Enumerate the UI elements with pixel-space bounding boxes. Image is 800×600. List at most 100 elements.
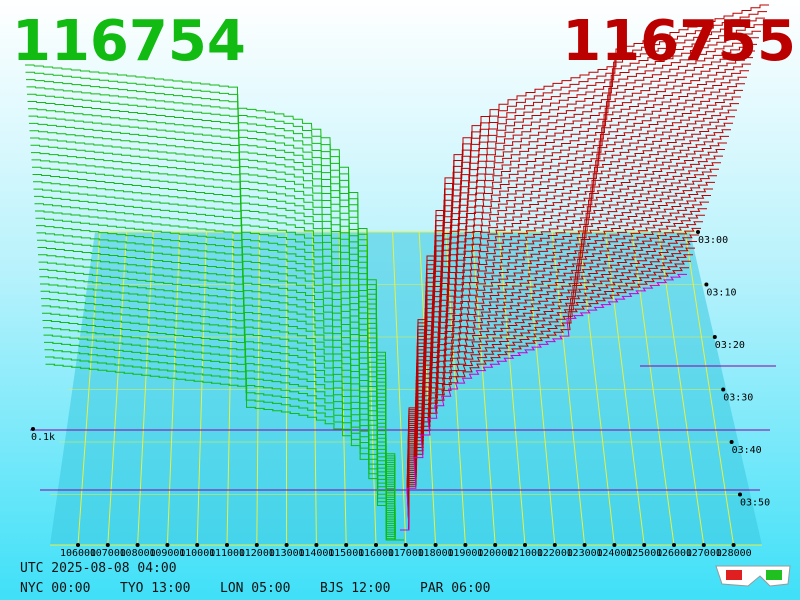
clocks: NYC 00:00 TYO 13:00 LON 05:00 BJS 12:00 PAR … bbox=[20, 581, 490, 596]
tick-dot bbox=[523, 543, 527, 547]
bid-depth-curve bbox=[43, 327, 404, 541]
ask-depth-curve bbox=[400, 227, 701, 531]
time-label: 03:50 bbox=[740, 498, 770, 509]
tick-dot bbox=[672, 543, 676, 547]
tick-dot bbox=[493, 543, 498, 547]
tick-dot bbox=[712, 335, 717, 339]
price-label: 115000 bbox=[328, 548, 364, 559]
time-label: 03:40 bbox=[732, 445, 762, 456]
price-label: 125000 bbox=[626, 548, 662, 559]
utc-time: UTC 2025-08-08 04:00 bbox=[20, 561, 177, 576]
grid-line bbox=[137, 231, 154, 546]
tick-dot bbox=[31, 427, 35, 431]
price-label: 119000 bbox=[447, 548, 483, 559]
grid-line bbox=[578, 231, 615, 546]
depth-label: 0.1k bbox=[31, 432, 55, 443]
grid-line bbox=[196, 231, 207, 546]
grid-line bbox=[551, 231, 586, 546]
bid-price: 116754 bbox=[12, 9, 246, 74]
price-label: 113000 bbox=[269, 548, 305, 559]
price-label: 121000 bbox=[507, 548, 543, 559]
ask-depth-curve bbox=[400, 83, 745, 531]
ask-depth-curve bbox=[400, 89, 743, 531]
bid-depth-curve bbox=[37, 247, 404, 541]
price-label: 112000 bbox=[239, 548, 275, 559]
ask-depth-curve bbox=[400, 234, 699, 531]
bid-depth-curve bbox=[45, 363, 404, 541]
price-label: 128000 bbox=[716, 548, 752, 559]
price-label: 122000 bbox=[537, 548, 573, 559]
price-label: 107000 bbox=[90, 548, 126, 559]
tick-dot bbox=[721, 387, 726, 392]
bid-depth-curve bbox=[43, 334, 404, 541]
tick-dot bbox=[344, 543, 349, 547]
bid-depth-curve bbox=[36, 225, 404, 541]
ask-depth-curve bbox=[400, 208, 707, 531]
tick-dot bbox=[314, 543, 319, 547]
price-label: 123000 bbox=[567, 548, 603, 559]
tick-dot bbox=[374, 543, 378, 547]
bid-depth-curve bbox=[36, 232, 404, 541]
ask-depth-curve bbox=[400, 76, 747, 531]
ask-depth-curve bbox=[400, 96, 741, 531]
clock: BJS 12:00 bbox=[320, 581, 390, 596]
grid-line bbox=[684, 231, 735, 546]
price-label: 106000 bbox=[60, 548, 96, 559]
bid-depth-curve bbox=[39, 268, 404, 541]
tick-dot bbox=[729, 440, 734, 444]
ask-depth-curve bbox=[400, 273, 687, 531]
grid-line bbox=[418, 231, 437, 546]
grid-line bbox=[392, 231, 407, 546]
grid-line bbox=[107, 231, 128, 546]
3d-glasses-icon bbox=[715, 565, 791, 587]
tick-dot bbox=[135, 543, 140, 547]
price-label: 117000 bbox=[388, 548, 424, 559]
ask-depth-curve bbox=[400, 214, 705, 531]
time-label: 03:10 bbox=[706, 288, 736, 299]
ask-depth-curve bbox=[400, 267, 689, 531]
price-label: 124000 bbox=[596, 548, 632, 559]
ask-depth-curve bbox=[400, 168, 719, 531]
tick-dot bbox=[105, 543, 110, 547]
tick-dot bbox=[165, 543, 170, 547]
tick-dot bbox=[704, 282, 709, 287]
tick-dot bbox=[696, 230, 700, 234]
tick-dot bbox=[731, 543, 736, 547]
tick-dot bbox=[76, 543, 80, 547]
bid-depth-curve bbox=[38, 261, 404, 541]
clock: TYO 13:00 bbox=[120, 581, 190, 596]
tick-dot bbox=[642, 543, 647, 547]
depth-curves bbox=[25, 4, 769, 541]
bid-depth-curve bbox=[35, 217, 404, 541]
price-label: 108000 bbox=[120, 548, 156, 559]
bid-depth-curve bbox=[44, 349, 404, 541]
price-label: 111000 bbox=[209, 548, 245, 559]
price-label: 127000 bbox=[686, 548, 722, 559]
bid-depth-curve bbox=[40, 290, 404, 541]
bid-depth-curve bbox=[41, 298, 404, 541]
time-label: 03:20 bbox=[715, 340, 745, 351]
bid-depth-curve bbox=[42, 312, 404, 541]
tick-dot bbox=[225, 543, 229, 547]
bid-depth-curve bbox=[41, 305, 404, 541]
grid-line bbox=[498, 231, 526, 546]
tick-dot bbox=[738, 492, 742, 497]
clock: NYC 00:00 bbox=[20, 581, 90, 596]
clock: PAR 06:00 bbox=[420, 581, 490, 596]
bid-depth-curve bbox=[45, 356, 404, 541]
tick-dot bbox=[701, 543, 706, 547]
ask-depth-curve bbox=[400, 188, 713, 531]
tick-dot bbox=[582, 543, 587, 547]
bid-depth-curve bbox=[40, 283, 404, 541]
tick-dot bbox=[403, 543, 408, 547]
price-label: 109000 bbox=[149, 548, 185, 559]
ask-depth-curve bbox=[400, 260, 691, 531]
ask-depth-curve bbox=[400, 70, 749, 531]
price-label: 118000 bbox=[418, 548, 454, 559]
bid-depth-curve bbox=[39, 276, 404, 541]
tick-dot bbox=[284, 543, 289, 547]
ask-depth-curve bbox=[400, 195, 711, 531]
ask-depth-curve bbox=[400, 201, 709, 531]
time-label: 03:00 bbox=[698, 235, 728, 246]
